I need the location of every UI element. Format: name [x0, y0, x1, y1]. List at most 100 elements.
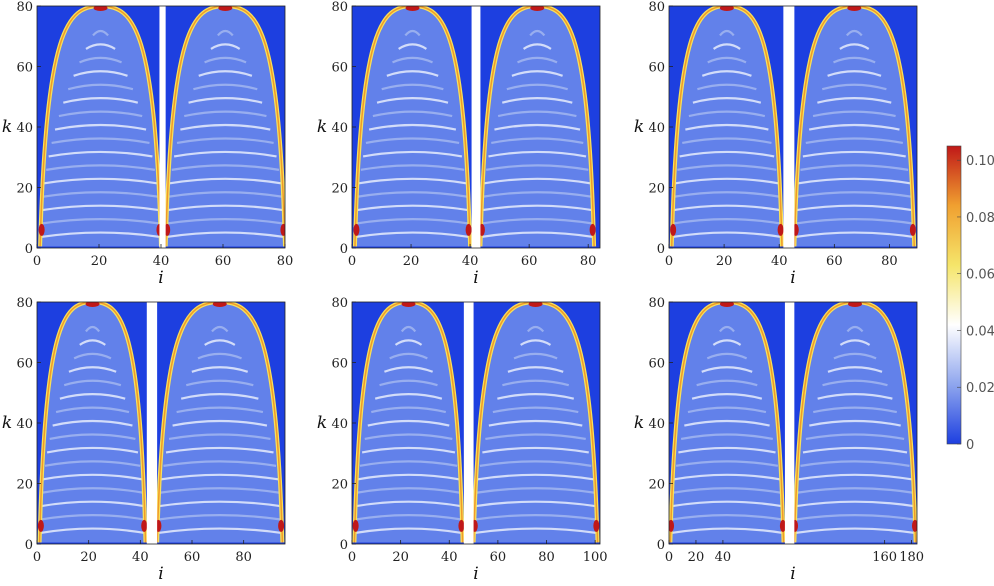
interference-band — [692, 97, 762, 104]
interference-band — [159, 487, 280, 494]
interference-band — [211, 325, 229, 333]
y-tick-label: 20 — [16, 182, 33, 197]
x-tick-label: 20 — [716, 254, 733, 269]
interference-band — [680, 433, 773, 441]
interference-band — [794, 527, 916, 535]
interference-band — [796, 487, 914, 494]
colorbar-tick-label: 0.06 — [966, 268, 994, 283]
interference-band — [480, 231, 595, 239]
peak-spot — [719, 6, 734, 11]
interference-band — [511, 70, 563, 77]
y-tick-label: 0 — [657, 242, 665, 257]
edge-spot — [38, 223, 45, 236]
interference-band — [197, 352, 242, 360]
interference-band — [355, 218, 470, 225]
interference-band — [821, 83, 887, 91]
y-tick-label: 40 — [16, 121, 33, 136]
x-tick-label: 0 — [665, 550, 673, 565]
interference-band — [158, 500, 282, 508]
interference-band — [497, 393, 575, 400]
interference-band — [354, 527, 463, 535]
interference-band — [701, 70, 752, 77]
x-tick-label: 180 — [899, 550, 924, 565]
interference-band — [809, 419, 901, 427]
interference-band — [501, 97, 573, 104]
interference-band — [157, 514, 283, 521]
interference-band — [165, 446, 274, 454]
interference-band — [817, 393, 893, 400]
x-tick-label: 80 — [277, 254, 294, 269]
x-tick-label: 60 — [184, 550, 201, 565]
x-tick-label: 160 — [872, 550, 897, 565]
x-axis-label: i — [473, 564, 478, 584]
lobe-2 — [792, 6, 917, 247]
peak-spot — [530, 6, 545, 11]
peak-spot — [212, 302, 227, 307]
interference-band — [165, 231, 285, 239]
gap-column — [783, 5, 795, 249]
lobe-rim-core — [156, 302, 284, 543]
edge-spot — [353, 223, 360, 236]
interference-band — [671, 500, 783, 508]
x-tick-label: 80 — [881, 254, 898, 269]
interference-band — [677, 164, 777, 171]
interference-band — [389, 352, 428, 360]
colorbar-tick-label: 0 — [966, 438, 974, 453]
interference-band — [479, 460, 592, 467]
interference-band — [672, 487, 782, 494]
edge-spot — [777, 223, 784, 236]
interference-band — [673, 473, 780, 481]
y-tick-label: 40 — [331, 417, 348, 432]
interference-band — [712, 339, 742, 346]
lobe-2 — [478, 6, 597, 247]
interference-band — [204, 56, 247, 64]
colorbar-tick-label: 0.04 — [966, 324, 994, 339]
lobe-2 — [792, 302, 917, 543]
x-tick-label: 60 — [826, 254, 843, 269]
interference-band — [474, 500, 597, 508]
interference-band — [684, 419, 770, 427]
peak-spot — [848, 302, 862, 307]
x-tick-label: 40 — [153, 254, 170, 269]
interference-band — [473, 527, 598, 535]
lobe-fill — [794, 302, 916, 543]
interference-band — [522, 43, 552, 50]
interference-band — [800, 164, 909, 171]
x-tick-label: 0 — [33, 550, 41, 565]
x-tick-label: 40 — [132, 550, 149, 565]
y-tick-label: 80 — [648, 296, 665, 311]
interference-band — [157, 527, 283, 535]
interference-band — [497, 110, 577, 118]
x-tick-label: 80 — [235, 550, 252, 565]
interference-band — [73, 70, 128, 77]
interference-band — [400, 325, 417, 333]
lobe-1 — [37, 302, 148, 543]
interference-band — [833, 56, 876, 64]
interference-band — [49, 433, 136, 441]
interference-band — [55, 406, 130, 414]
lobe-fill — [473, 302, 598, 543]
panel-5: 0 20 40 60 80 100 0 20 40 60 80 i k — [317, 296, 608, 584]
interference-band — [166, 204, 284, 212]
lobe-rim-core — [353, 302, 464, 543]
y-axis-label: k — [634, 413, 644, 433]
interference-band — [802, 446, 908, 454]
lobe-1 — [38, 6, 163, 247]
x-tick-label: 40 — [771, 254, 788, 269]
edge-spot — [37, 519, 44, 532]
edge-spot — [465, 223, 472, 236]
gap-column — [471, 5, 481, 249]
interference-band — [670, 514, 784, 521]
interference-band — [672, 204, 781, 212]
interference-band — [48, 150, 153, 158]
lobe-1 — [669, 6, 784, 247]
peak-spot — [93, 6, 108, 11]
y-tick-label: 60 — [16, 61, 33, 76]
interference-band — [381, 83, 444, 91]
colorbar-gradient — [946, 145, 962, 445]
edge-spot — [670, 223, 677, 236]
interference-band — [839, 339, 871, 346]
y-tick-label: 20 — [648, 182, 665, 197]
interference-band — [379, 379, 438, 387]
interference-band — [63, 379, 122, 387]
